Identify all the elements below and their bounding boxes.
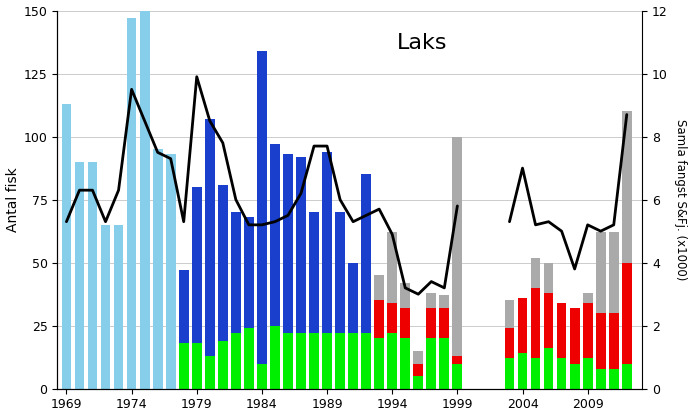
Bar bbox=[544, 293, 554, 348]
Bar bbox=[361, 174, 371, 333]
Bar bbox=[453, 137, 462, 356]
Bar bbox=[100, 225, 110, 389]
Bar bbox=[570, 308, 579, 364]
Bar bbox=[179, 270, 188, 343]
Bar bbox=[401, 338, 410, 389]
Bar bbox=[609, 369, 619, 389]
Bar bbox=[283, 333, 293, 389]
Bar bbox=[309, 333, 319, 389]
Bar bbox=[257, 364, 267, 389]
Bar bbox=[596, 232, 606, 313]
Bar bbox=[622, 111, 631, 263]
Bar bbox=[401, 308, 410, 338]
Bar bbox=[505, 359, 514, 389]
Bar bbox=[140, 10, 150, 389]
Bar bbox=[583, 359, 593, 389]
Bar bbox=[556, 303, 566, 359]
Bar bbox=[361, 333, 371, 389]
Bar bbox=[439, 308, 449, 338]
Bar bbox=[296, 157, 306, 333]
Bar bbox=[505, 301, 514, 328]
Bar bbox=[426, 308, 436, 338]
Bar bbox=[87, 162, 98, 389]
Text: Laks: Laks bbox=[396, 33, 447, 53]
Bar bbox=[62, 104, 71, 389]
Bar bbox=[179, 343, 188, 389]
Bar bbox=[322, 333, 332, 389]
Bar bbox=[531, 258, 541, 288]
Bar bbox=[387, 232, 397, 303]
Bar bbox=[335, 333, 345, 389]
Bar bbox=[544, 263, 554, 293]
Bar bbox=[622, 364, 631, 389]
Bar bbox=[374, 275, 384, 301]
Bar bbox=[218, 184, 228, 341]
Bar bbox=[257, 51, 267, 364]
Bar bbox=[75, 162, 85, 389]
Bar bbox=[453, 364, 462, 389]
Bar bbox=[556, 359, 566, 389]
Bar bbox=[622, 263, 631, 364]
Bar bbox=[335, 212, 345, 333]
Bar bbox=[231, 333, 240, 389]
Bar bbox=[348, 333, 358, 389]
Bar bbox=[531, 288, 541, 359]
Bar bbox=[518, 298, 527, 354]
Bar bbox=[544, 348, 554, 389]
Bar bbox=[518, 354, 527, 389]
Bar bbox=[244, 328, 254, 389]
Bar bbox=[596, 369, 606, 389]
Bar bbox=[570, 364, 579, 389]
Bar bbox=[192, 187, 202, 343]
Bar bbox=[439, 338, 449, 389]
Bar bbox=[374, 338, 384, 389]
Bar bbox=[414, 351, 423, 364]
Bar bbox=[244, 217, 254, 328]
Bar bbox=[205, 356, 215, 389]
Bar bbox=[583, 303, 593, 359]
Bar bbox=[583, 293, 593, 303]
Bar bbox=[114, 225, 123, 389]
Bar bbox=[296, 333, 306, 389]
Bar bbox=[205, 119, 215, 356]
Bar bbox=[426, 338, 436, 389]
Bar bbox=[414, 376, 423, 389]
Bar bbox=[401, 283, 410, 308]
Bar bbox=[414, 364, 423, 376]
Bar bbox=[192, 343, 202, 389]
Bar bbox=[609, 313, 619, 369]
Bar bbox=[596, 313, 606, 369]
Y-axis label: Samla fangst S&Fj. (x1000): Samla fangst S&Fj. (x1000) bbox=[674, 119, 687, 280]
Bar bbox=[166, 154, 175, 389]
Bar bbox=[531, 359, 541, 389]
Bar bbox=[270, 326, 280, 389]
Bar bbox=[127, 18, 137, 389]
Y-axis label: Antal fisk: Antal fisk bbox=[6, 167, 19, 232]
Bar bbox=[283, 154, 293, 333]
Bar bbox=[374, 301, 384, 338]
Bar bbox=[309, 212, 319, 333]
Bar bbox=[348, 263, 358, 333]
Bar bbox=[439, 295, 449, 308]
Bar bbox=[453, 356, 462, 364]
Bar bbox=[270, 144, 280, 326]
Bar bbox=[322, 152, 332, 333]
Bar bbox=[387, 333, 397, 389]
Bar bbox=[426, 293, 436, 308]
Bar bbox=[231, 212, 240, 333]
Bar bbox=[218, 341, 228, 389]
Bar bbox=[387, 303, 397, 333]
Bar bbox=[505, 328, 514, 359]
Bar bbox=[609, 232, 619, 313]
Bar bbox=[152, 149, 163, 389]
